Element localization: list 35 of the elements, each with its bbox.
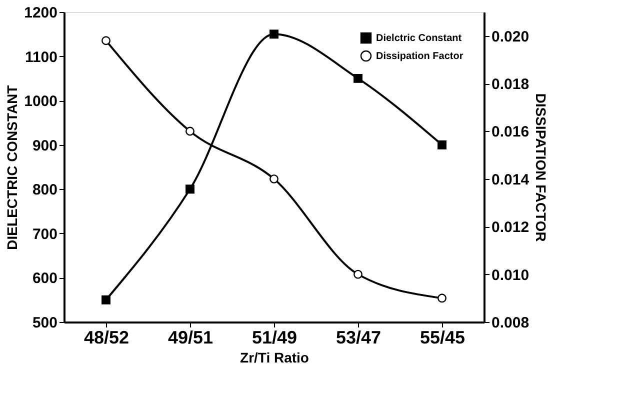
point xyxy=(270,30,278,39)
point xyxy=(354,270,362,279)
y2-axis-title: DISSIPATION FACTOR xyxy=(533,93,550,242)
x-tick-label: 48/52 xyxy=(84,328,130,348)
y-tick-label: 1100 xyxy=(24,48,58,66)
y2-tick-label: 0.016 xyxy=(492,124,530,141)
y-tick-label: 1000 xyxy=(24,93,58,110)
point xyxy=(438,140,446,150)
y2-tick-label: 0.008 xyxy=(492,314,530,332)
y-tick-label: 700 xyxy=(32,226,58,243)
legend-label: Dielctric Constant xyxy=(376,33,462,44)
y-tick-label: 600 xyxy=(32,270,58,288)
y-tick-label: 800 xyxy=(32,182,58,199)
y2-tick-label: 0.012 xyxy=(492,219,530,236)
point xyxy=(186,184,194,194)
y-axis-title: DIELECTRIC CONSTANT xyxy=(4,84,20,250)
x-tick-label: 49/51 xyxy=(168,328,214,348)
point xyxy=(102,36,110,46)
point xyxy=(270,174,278,184)
y2-tick-label: 0.014 xyxy=(492,171,530,188)
point xyxy=(102,295,110,304)
x-tick-label: 53/47 xyxy=(336,328,382,348)
y-tick-label: 500 xyxy=(32,314,58,332)
y-tick-label: 1200 xyxy=(24,4,58,22)
x-axis-title: Zr/Ti Ratio xyxy=(240,350,309,366)
x-tick-label: 51/49 xyxy=(252,328,298,348)
point xyxy=(186,126,194,136)
y2-tick-label: 0.018 xyxy=(492,76,530,94)
legend-label: Dissipation Factor xyxy=(376,51,464,62)
point xyxy=(354,74,362,83)
point xyxy=(438,294,446,303)
y2-tick-label: 0.020 xyxy=(492,28,530,46)
y-tick-label: 900 xyxy=(32,137,58,154)
x-tick-label: 55/45 xyxy=(420,328,466,348)
y2-tick-label: 0.010 xyxy=(492,266,530,284)
